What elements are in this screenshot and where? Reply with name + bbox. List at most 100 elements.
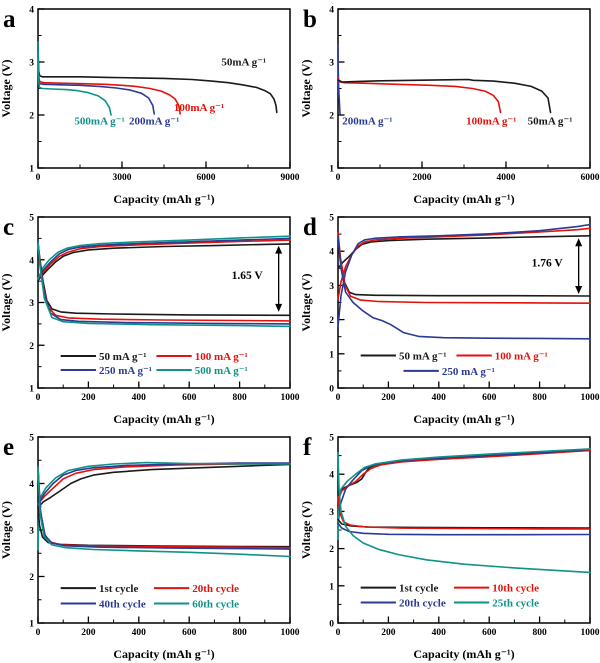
chart-panel-c: 0 200 400 600 800 1000 1 2 3 4 5 Capacity (mAh g⁻¹)… [0,214,300,427]
panel-b: 0 2000 4000 6000 1 2 3 4 Capacity (mAh g⁻¹) Volta… [300,0,600,208]
svg-text:9000: 9000 [281,173,300,183]
svg-text:100mA g⁻¹: 100mA g⁻¹ [174,102,224,114]
chart-panel-a: 0 3000 6000 9000 1 2 3 4 Capacity (mAh g⁻¹) Volta… [0,6,300,207]
svg-text:5: 5 [329,214,334,224]
svg-text:3: 3 [329,508,334,518]
svg-text:200: 200 [381,393,396,403]
svg-text:1: 1 [29,620,34,630]
chart-panel-e: 0 200 400 600 800 1000 1 2 3 4 5 Capacity (mAh g⁻¹)… [0,434,300,662]
svg-text:0: 0 [336,173,341,183]
svg-text:250 mA g⁻¹: 250 mA g⁻¹ [442,366,495,378]
panel-a: 0 3000 6000 9000 1 2 3 4 Capacity (mAh g⁻¹) Volta… [0,0,300,208]
svg-text:400: 400 [132,393,147,403]
svg-text:800: 800 [232,628,247,638]
svg-text:2000: 2000 [413,173,432,183]
svg-text:Voltage (V): Voltage (V) [300,501,313,559]
svg-text:600: 600 [482,628,497,638]
svg-text:500 mA g⁻¹: 500 mA g⁻¹ [195,365,248,377]
svg-text:1000: 1000 [581,393,600,403]
svg-text:200mA g⁻¹: 200mA g⁻¹ [342,116,392,128]
svg-text:3: 3 [329,282,334,292]
svg-text:600: 600 [182,393,197,403]
svg-text:600: 600 [182,628,197,638]
svg-text:Capacity (mAh g⁻¹): Capacity (mAh g⁻¹) [413,412,514,426]
svg-text:200: 200 [81,628,96,638]
svg-text:400: 400 [132,628,147,638]
svg-text:d: d [303,214,317,241]
svg-text:Voltage (V): Voltage (V) [300,274,313,332]
svg-text:20th cycle: 20th cycle [399,598,446,610]
svg-text:1: 1 [329,350,334,360]
svg-text:Voltage (V): Voltage (V) [0,501,13,559]
panel-d: 0 200 400 600 800 1000 0 1 2 3 4 5 Capacity (mAh g⁻¹… [300,208,600,428]
svg-text:3: 3 [29,299,34,309]
svg-text:2: 2 [329,316,334,326]
svg-text:Voltage (V): Voltage (V) [0,60,13,118]
svg-text:0: 0 [329,385,334,395]
svg-text:4: 4 [329,248,334,258]
svg-text:100mA g⁻¹: 100mA g⁻¹ [466,116,516,128]
svg-text:Capacity (mAh g⁻¹): Capacity (mAh g⁻¹) [113,412,214,426]
svg-text:4: 4 [29,480,34,490]
svg-text:Capacity (mAh g⁻¹): Capacity (mAh g⁻¹) [413,647,514,661]
svg-text:1000: 1000 [581,628,600,638]
svg-text:b: b [303,6,317,33]
svg-text:3: 3 [329,59,334,69]
svg-text:1.65 V: 1.65 V [232,270,264,282]
svg-text:0: 0 [329,620,334,630]
svg-text:1st cycle: 1st cycle [99,583,139,595]
svg-text:e: e [3,434,14,461]
svg-text:Capacity (mAh g⁻¹): Capacity (mAh g⁻¹) [113,192,214,206]
panel-c: 0 200 400 600 800 1000 1 2 3 4 5 Capacity (mAh g⁻¹)… [0,208,300,428]
svg-text:0: 0 [36,628,41,638]
svg-text:400: 400 [432,393,447,403]
svg-text:2: 2 [29,112,34,122]
svg-text:2: 2 [29,342,34,352]
svg-text:4: 4 [29,6,34,16]
svg-text:2: 2 [29,573,34,583]
svg-text:4: 4 [329,6,334,16]
svg-text:0: 0 [336,393,341,403]
svg-text:4: 4 [29,256,34,266]
svg-text:50 mA g⁻¹: 50 mA g⁻¹ [99,351,147,363]
svg-text:a: a [3,6,16,33]
svg-text:50mA g⁻¹: 50mA g⁻¹ [221,57,266,69]
svg-text:20th cycle: 20th cycle [192,583,239,595]
svg-text:5: 5 [329,434,334,444]
svg-text:6000: 6000 [581,173,600,183]
svg-text:400: 400 [432,628,447,638]
chart-panel-b: 0 2000 4000 6000 1 2 3 4 Capacity (mAh g⁻¹) Volta… [300,6,600,207]
svg-text:1: 1 [29,165,34,175]
svg-text:50 mA g⁻¹: 50 mA g⁻¹ [399,351,447,363]
svg-text:1.76 V: 1.76 V [532,258,564,270]
svg-text:1000: 1000 [281,628,300,638]
svg-text:f: f [303,434,312,461]
svg-text:1: 1 [29,385,34,395]
svg-text:1st cycle: 1st cycle [399,583,439,595]
svg-text:2: 2 [329,545,334,555]
svg-text:Voltage (V): Voltage (V) [300,60,313,118]
svg-text:500mA g⁻¹: 500mA g⁻¹ [74,116,124,128]
chart-panel-f: 0 200 400 600 800 1000 0 1 2 3 4 5 Capacity (mAh g⁻¹… [300,434,600,662]
panel-e: 0 200 400 600 800 1000 1 2 3 4 5 Capacity (mAh g⁻¹)… [0,428,300,663]
svg-text:0: 0 [36,173,41,183]
svg-text:Capacity (mAh g⁻¹): Capacity (mAh g⁻¹) [113,647,214,661]
svg-text:1: 1 [329,165,334,175]
svg-text:0: 0 [36,393,41,403]
svg-text:250 mA g⁻¹: 250 mA g⁻¹ [99,365,152,377]
svg-text:0: 0 [336,628,341,638]
svg-text:3: 3 [29,59,34,69]
chart-panel-d: 0 200 400 600 800 1000 0 1 2 3 4 5 Capacity (mAh g⁻¹… [300,214,600,427]
svg-text:200mA g⁻¹: 200mA g⁻¹ [129,116,179,128]
svg-text:600: 600 [482,393,497,403]
svg-text:5: 5 [29,214,34,224]
svg-text:5: 5 [29,434,34,444]
svg-text:200: 200 [81,393,96,403]
svg-text:1000: 1000 [281,393,300,403]
svg-text:800: 800 [532,393,547,403]
svg-text:4000: 4000 [497,173,516,183]
svg-text:40th cycle: 40th cycle [99,598,146,610]
svg-text:3: 3 [29,527,34,537]
svg-text:1: 1 [329,582,334,592]
